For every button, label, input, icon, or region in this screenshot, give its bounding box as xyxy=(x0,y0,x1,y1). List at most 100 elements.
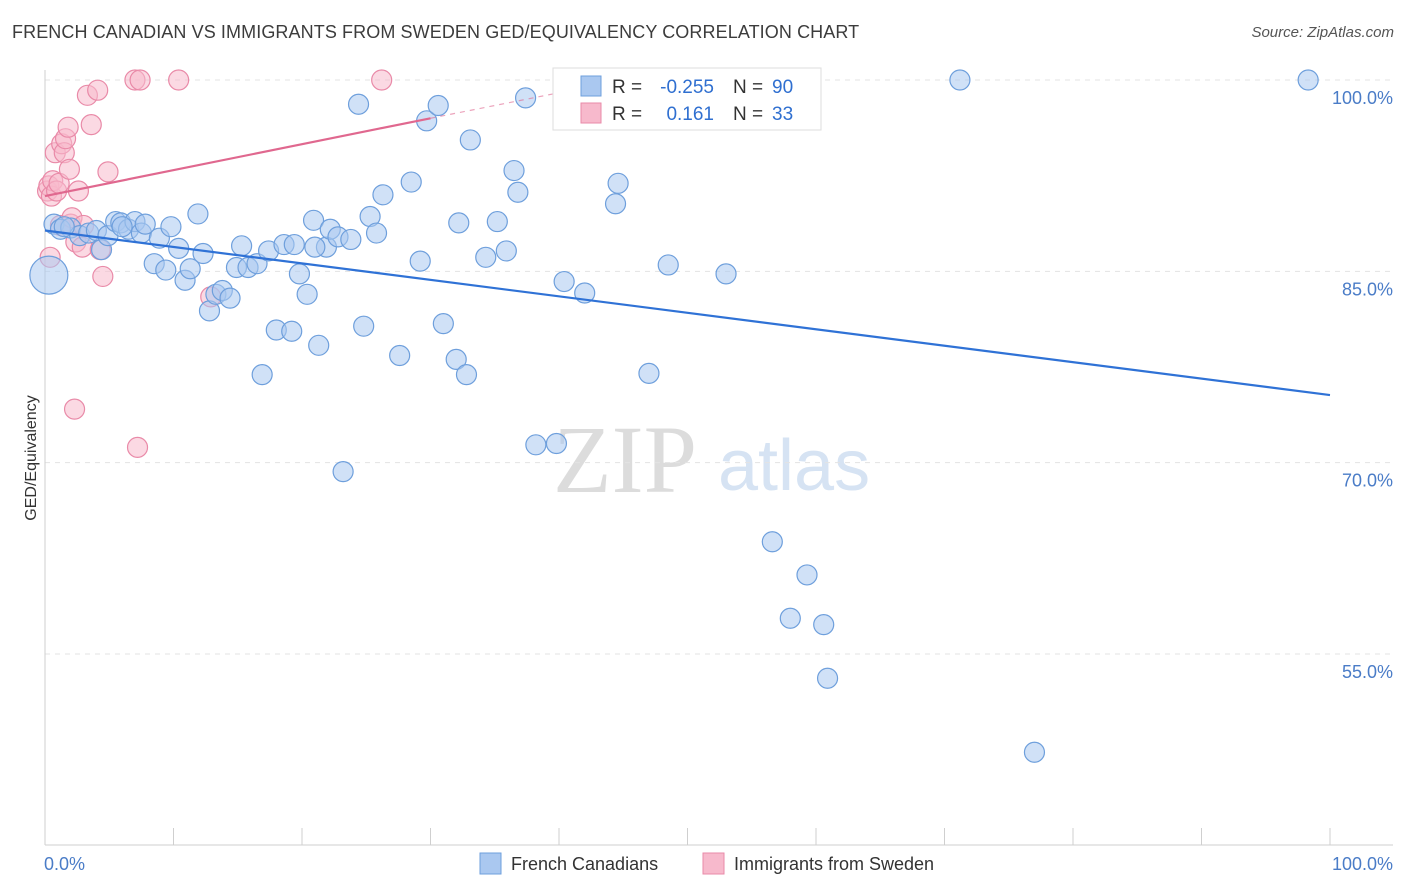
pink-point-12 xyxy=(57,116,79,138)
blue-point-86 xyxy=(1297,69,1319,91)
trend-line-pink-dashed xyxy=(430,92,560,119)
blue-point-80 xyxy=(779,607,801,629)
blue-point-76 xyxy=(657,254,679,276)
blue-point-50 xyxy=(365,222,388,244)
blue-point-38 xyxy=(288,263,311,285)
blue-point-56 xyxy=(427,94,449,117)
y-tick-label-55: 55.0% xyxy=(1342,662,1393,682)
blue-point-27 xyxy=(219,287,241,309)
blue-point-79 xyxy=(761,531,783,553)
blue-point-70 xyxy=(553,270,575,293)
blue-point-17 xyxy=(155,259,177,281)
pink-point-32 xyxy=(371,69,393,91)
watermark-zip: ZIP xyxy=(553,406,697,513)
blue-point-48 xyxy=(353,315,375,337)
legend-n-value-blue: 90 xyxy=(772,77,793,98)
legend-n-label-blue: N = xyxy=(733,77,763,98)
trend-line-blue xyxy=(44,229,1331,397)
y-tick-label-100: 100.0% xyxy=(1332,88,1393,108)
legend-r-label-blue: R = xyxy=(612,77,642,98)
bottom-legend-label-pink: Immigrants from Sweden xyxy=(734,854,934,874)
trend-lines xyxy=(44,92,1331,397)
blue-point-59 xyxy=(448,212,470,234)
bottom-legend-swatch-pink xyxy=(702,852,725,875)
legend-r-label-pink: R = xyxy=(612,104,642,125)
blue-point-0 xyxy=(29,255,69,295)
blue-point-83 xyxy=(816,667,839,689)
blue-point-18 xyxy=(160,216,182,238)
blue-point-41 xyxy=(308,334,330,356)
blue-point-72 xyxy=(607,172,629,194)
blue-point-51 xyxy=(372,184,394,206)
blue-point-39 xyxy=(296,283,318,305)
blue-point-36 xyxy=(281,320,303,342)
blue-point-66 xyxy=(507,181,529,203)
pink-point-29 xyxy=(129,69,151,91)
blue-point-58 xyxy=(445,348,467,370)
blue-point-60 xyxy=(455,364,478,386)
blue-point-85 xyxy=(1023,741,1046,763)
legend-n-value-pink: 33 xyxy=(772,104,793,125)
x-ticks xyxy=(44,828,1331,845)
blue-point-47 xyxy=(347,93,370,115)
blue-point-53 xyxy=(400,171,422,193)
blue-point-21 xyxy=(179,258,201,280)
blue-point-64 xyxy=(495,240,517,262)
blue-point-69 xyxy=(545,432,568,455)
blue-point-88 xyxy=(111,216,133,238)
y-tick-label-70: 70.0% xyxy=(1342,471,1393,491)
blue-point-81 xyxy=(796,564,818,586)
pink-point-26 xyxy=(97,161,119,183)
blue-point-29 xyxy=(231,235,253,257)
blue-point-45 xyxy=(332,460,354,483)
blue-point-32 xyxy=(251,364,273,386)
pink-point-13 xyxy=(58,158,81,180)
blue-point-68 xyxy=(525,434,547,456)
pink-point-16 xyxy=(63,398,86,420)
blue-point-89 xyxy=(304,236,326,258)
series-legend: French Canadians Immigrants from Sweden xyxy=(479,852,934,875)
y-tick-labels: 55.0% 70.0% 85.0% 100.0% xyxy=(1332,88,1393,682)
legend-swatch-blue xyxy=(580,75,602,97)
pink-point-23 xyxy=(87,79,109,101)
x-tick-label-max: 100.0% xyxy=(1332,854,1393,874)
blue-point-82 xyxy=(813,614,835,636)
blue-point-73 xyxy=(604,193,627,215)
blue-point-54 xyxy=(409,250,431,272)
legend-n-label-pink: N = xyxy=(733,104,763,125)
gridlines xyxy=(45,79,1393,655)
blue-point-78 xyxy=(715,263,737,285)
blue-point-52 xyxy=(389,344,411,367)
blue-point-40 xyxy=(302,209,325,231)
chart-title: FRENCH CANADIAN VS IMMIGRANTS FROM SWEDE… xyxy=(12,22,860,42)
blue-point-57 xyxy=(432,313,454,335)
stats-legend: R = -0.255 N = 90 R = 0.161 N = 33 xyxy=(552,67,822,131)
pink-point-25 xyxy=(92,265,114,288)
y-axis-label: GED/Equivalency xyxy=(23,395,40,520)
chart-source: Source: ZipAtlas.com xyxy=(1251,24,1394,41)
blue-point-65 xyxy=(503,159,525,182)
trend-line-pink xyxy=(44,117,431,198)
blue-point-61 xyxy=(459,129,481,151)
legend-r-value-pink: 0.161 xyxy=(666,104,714,125)
y-tick-label-85: 85.0% xyxy=(1342,279,1393,299)
blue-point-62 xyxy=(475,246,497,268)
blue-point-46 xyxy=(340,228,362,251)
legend-r-value-blue: -0.255 xyxy=(660,77,714,98)
blue-point-63 xyxy=(486,210,508,233)
blue-point-22 xyxy=(187,203,209,225)
blue-point-23 xyxy=(192,242,214,265)
blue-point-37 xyxy=(283,233,305,256)
blue-point-67 xyxy=(514,87,537,109)
pink-point-30 xyxy=(168,69,190,91)
bottom-legend-swatch-blue xyxy=(479,852,502,875)
blue-point-84 xyxy=(949,69,971,91)
legend-swatch-pink xyxy=(580,102,602,124)
watermark-atlas: atlas xyxy=(718,426,870,506)
pink-point-28 xyxy=(126,436,149,458)
x-tick-label-min: 0.0% xyxy=(44,854,85,874)
pink-point-22 xyxy=(80,114,102,136)
blue-point-14 xyxy=(134,213,156,235)
bottom-legend-label-blue: French Canadians xyxy=(511,854,658,874)
